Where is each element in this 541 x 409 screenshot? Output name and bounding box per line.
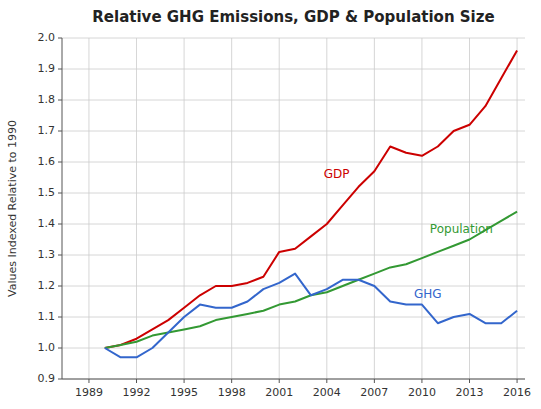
tick-mark (58, 69, 62, 70)
tick-label: 1.8 (38, 93, 56, 106)
tick-label: 2004 (313, 386, 341, 399)
chart: 0.9 1.0 1.1 1.2 1.3 1.4 1.5 1.6 1.7 1.8 1.9 2.0 1989… (0, 0, 541, 409)
grid-line (62, 69, 525, 70)
tick-mark (58, 162, 62, 163)
tick-mark (58, 224, 62, 225)
tick-label: 2001 (265, 386, 293, 399)
tick-mark (58, 286, 62, 287)
tick-mark (58, 348, 62, 349)
x-axis-line (62, 379, 525, 380)
tick-mark (58, 100, 62, 101)
grid-line (62, 286, 525, 287)
series-line (105, 212, 517, 348)
tick-label: 1.9 (38, 62, 56, 75)
tick-mark (374, 379, 375, 383)
tick-mark (88, 379, 89, 383)
tick-label: 2016 (503, 386, 531, 399)
grid-line (62, 348, 525, 349)
tick-label: 1989 (75, 386, 103, 399)
tick-mark (517, 379, 518, 383)
grid-line (136, 38, 137, 379)
grid-line (88, 38, 89, 379)
grid-line (231, 38, 232, 379)
tick-label: 2007 (360, 386, 388, 399)
tick-label: 1995 (170, 386, 198, 399)
tick-label: 2013 (456, 386, 484, 399)
tick-mark (469, 379, 470, 383)
grid-line (184, 38, 185, 379)
tick-mark (326, 379, 327, 383)
axes: 0.9 1.0 1.1 1.2 1.3 1.4 1.5 1.6 1.7 1.8 1.9 2.0 1989… (38, 31, 532, 399)
grid-line (279, 38, 280, 379)
grid-line (62, 193, 525, 194)
tick-label: 0.9 (38, 372, 56, 385)
y-axis-label: Values Indexed Relative to 1990 (6, 120, 19, 297)
grid-line (374, 38, 375, 379)
title: Relative GHG Emissions, GDP & Population… (92, 8, 494, 26)
grid-line (62, 38, 525, 39)
tick-mark (58, 38, 62, 39)
grid-line (421, 38, 422, 379)
series-lines (105, 50, 517, 357)
tick-label: 1.6 (38, 155, 56, 168)
tick-label: 1.0 (38, 341, 56, 354)
tick-mark (58, 255, 62, 256)
tick-mark (58, 131, 62, 132)
series-line (105, 274, 517, 358)
grid-line (62, 162, 525, 163)
tick-label: 1.7 (38, 124, 56, 137)
tick-mark (231, 379, 232, 383)
tick-mark (58, 379, 62, 380)
grid-line (62, 379, 525, 380)
y-axis-line (62, 38, 63, 379)
tick-label: 1.2 (38, 279, 56, 292)
tick-mark (136, 379, 137, 383)
tick-label: 1998 (218, 386, 246, 399)
annotation: GDP (324, 167, 350, 181)
tick-label: 1.4 (38, 217, 56, 230)
tick-mark (279, 379, 280, 383)
annotation: Population (430, 222, 493, 236)
tick-label: 1.5 (38, 186, 56, 199)
annotations: GDP Population GHG (324, 167, 493, 302)
tick-label: 1.3 (38, 248, 56, 261)
grid-line (62, 100, 525, 101)
tick-label: 1.1 (38, 310, 56, 323)
tick-label: 1992 (123, 386, 151, 399)
tick-mark (421, 379, 422, 383)
grid-line (326, 38, 327, 379)
annotation: GHG (414, 287, 442, 301)
grid-line (62, 255, 525, 256)
background (0, 0, 541, 409)
tick-label: 2.0 (38, 31, 56, 44)
tick-mark (184, 379, 185, 383)
grid (62, 38, 525, 379)
tick-label: 2010 (408, 386, 436, 399)
grid-line (517, 38, 518, 379)
grid-line (469, 38, 470, 379)
tick-mark (58, 317, 62, 318)
series-line (105, 50, 517, 348)
tick-mark (58, 193, 62, 194)
